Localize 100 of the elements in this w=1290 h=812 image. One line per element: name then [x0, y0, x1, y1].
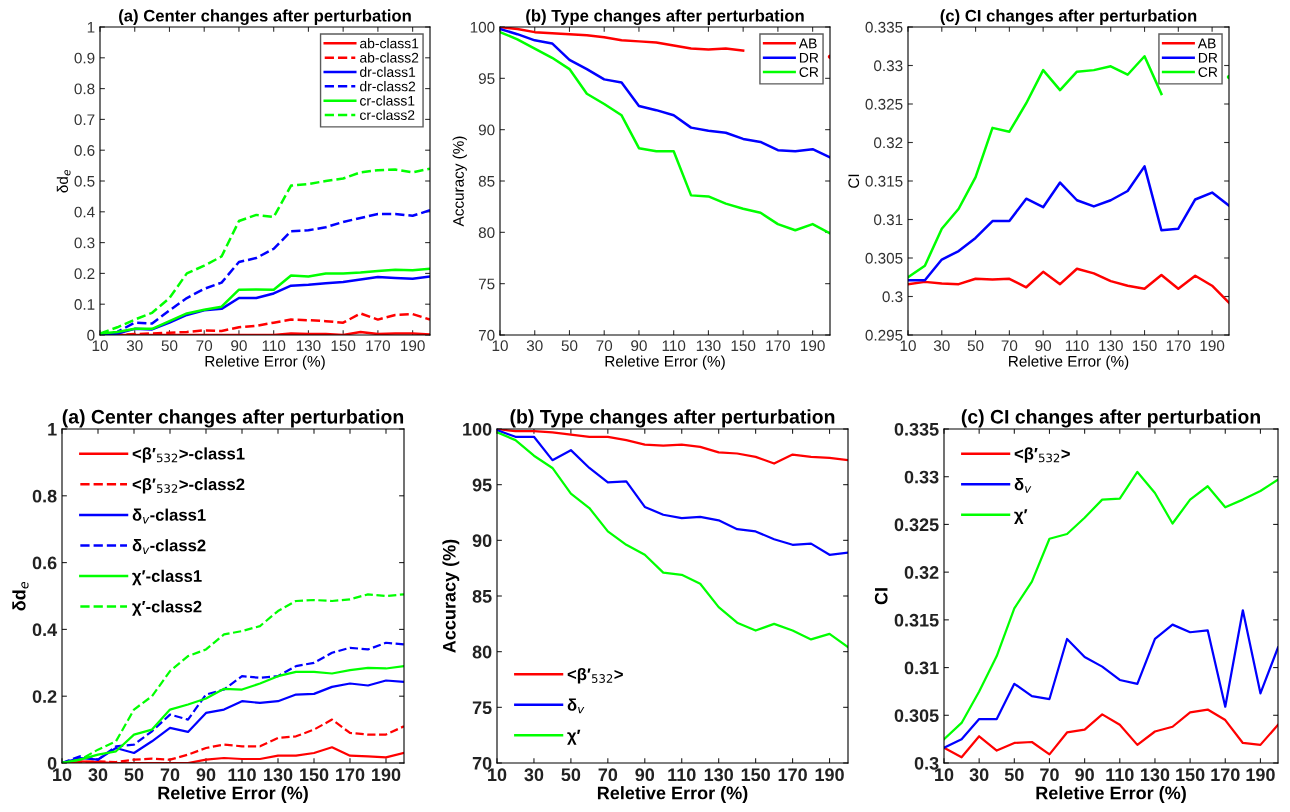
chart-title: (a) Center changes after perturbation: [62, 409, 404, 428]
x-tick-label: 90: [1075, 768, 1094, 782]
x-tick-label: 170: [1211, 768, 1240, 782]
y-tick-label: 0.4: [32, 623, 58, 637]
y-tick-label: 0.315: [894, 613, 939, 627]
x-tick-label: 90: [1035, 340, 1052, 352]
y-tick-label: 0.7: [74, 114, 95, 126]
y-tick-label: 95: [478, 73, 495, 85]
y-axis-title: Accuracy (%): [452, 136, 467, 227]
y-tick-label: 0.8: [74, 83, 95, 95]
x-tick-label: 170: [336, 768, 365, 782]
y-tick-label: 85: [472, 589, 492, 603]
legend-label: <β′$_{532}$>: [567, 667, 623, 684]
y-tick-label: 0.33: [904, 470, 939, 484]
x-tick-label: 70: [598, 768, 618, 782]
y-axis-title: δd$_{e}$: [56, 169, 71, 193]
x-axis-title: Reletive Error (%): [597, 786, 748, 803]
x-tick-label: 30: [526, 340, 543, 352]
y-axis-title: δd$_{e}$: [12, 581, 29, 611]
y-tick-label: 0.2: [74, 268, 95, 280]
y-tick-label: 0.325: [894, 518, 939, 532]
y-tick-label: 1: [48, 423, 57, 436]
x-tick-label: 130: [704, 768, 734, 782]
y-tick-label: 100: [470, 21, 495, 33]
x-axis-title: Reletive Error (%): [1009, 355, 1129, 370]
y-tick-label: 0.1: [74, 299, 95, 310]
x-tick-label: 90: [635, 768, 655, 782]
y-tick-label: 0.305: [894, 709, 939, 723]
y-tick-label: 0.295: [865, 329, 903, 341]
legend-label: χ′: [1014, 509, 1028, 525]
x-tick-label: 10: [492, 340, 508, 352]
x-tick-label: 150: [331, 340, 356, 352]
y-tick-label: 0.6: [74, 145, 95, 156]
x-tick-label: 70: [196, 340, 213, 352]
y-tick-label: 80: [472, 645, 492, 659]
y-tick-label: 0.335: [865, 21, 903, 33]
y-tick-label: 0.3: [914, 756, 939, 770]
legend-label: χ′: [567, 729, 581, 745]
legend-label: δ$_{v}$-class1: [132, 508, 206, 524]
x-tick-label: 50: [1004, 768, 1024, 782]
y-tick-label: 1: [87, 22, 95, 33]
y-tick-label: 0.6: [32, 556, 57, 570]
y-tick-label: 0: [87, 329, 95, 341]
x-tick-label: 190: [815, 768, 844, 782]
x-axis-title: Reletive Error (%): [205, 355, 325, 370]
x-tick-label: 10: [92, 340, 108, 352]
x-tick-label: 110: [1065, 340, 1089, 352]
x-tick-label: 150: [1176, 768, 1205, 782]
x-tick-label: 30: [126, 340, 143, 352]
chart-title: (a) Center changes after perturbation: [119, 9, 411, 25]
y-tick-label: 0.315: [865, 175, 903, 187]
legend-label: AB: [798, 38, 817, 49]
y-tick-label: 0: [47, 756, 57, 770]
y-tick-label: 100: [463, 422, 492, 436]
x-tick-label: 150: [741, 768, 770, 782]
y-tick-label: 0.3: [74, 237, 95, 249]
x-tick-label: 90: [231, 340, 247, 352]
legend-label: ab-class2: [360, 52, 419, 63]
x-tick-label: 30: [524, 768, 544, 782]
x-tick-label: 110: [262, 340, 286, 352]
x-tick-label: 50: [967, 340, 984, 352]
y-tick-label: 90: [472, 534, 492, 548]
y-tick-label: 0.5: [74, 175, 95, 187]
x-tick-label: 90: [196, 768, 216, 782]
x-tick-label: 130: [696, 340, 721, 352]
y-tick-label: 0.32: [874, 137, 903, 149]
x-tick-label: 110: [228, 768, 256, 782]
x-tick-label: 190: [372, 768, 401, 782]
x-tick-label: 70: [160, 768, 180, 782]
x-tick-label: 130: [1099, 340, 1123, 352]
y-tick-label: 0.33: [874, 60, 903, 72]
y-tick-label: 0.305: [865, 252, 903, 264]
x-tick-label: 170: [778, 768, 807, 782]
x-tick-label: 70: [1001, 340, 1018, 352]
legend-label: CR: [799, 67, 819, 77]
legend-label: dr-class1: [360, 66, 416, 77]
x-tick-label: 130: [264, 768, 293, 782]
x-tick-label: 70: [1040, 768, 1059, 782]
chart-title: (c) CI changes after perturbation: [940, 9, 1197, 25]
y-tick-label: 0.32: [904, 566, 939, 579]
y-axis-title: CI: [848, 174, 860, 188]
y-tick-label: 0.8: [32, 489, 57, 503]
y-tick-label: 95: [472, 478, 492, 492]
legend-label: DR: [799, 52, 819, 63]
x-axis-title: Reletive Error (%): [158, 786, 308, 803]
y-tick-label: 90: [478, 124, 495, 136]
legend-label: χ′-class2: [132, 600, 202, 616]
legend-label: <β′$_{532}$>: [1014, 447, 1070, 463]
x-tick-label: 30: [933, 340, 950, 352]
x-tick-label: 30: [88, 768, 108, 782]
x-tick-label: 110: [1106, 768, 1134, 782]
x-tick-label: 50: [161, 340, 178, 352]
legend-label: dr-class2: [360, 81, 416, 92]
legend-label: CR: [1198, 67, 1218, 77]
x-tick-label: 50: [124, 768, 144, 782]
legend-label: AB: [1197, 38, 1216, 49]
legend-label: δ$_{v}$: [1014, 477, 1032, 493]
x-tick-label: 170: [366, 340, 391, 352]
x-tick-label: 150: [731, 340, 756, 352]
y-axis-title: CI: [874, 588, 888, 605]
